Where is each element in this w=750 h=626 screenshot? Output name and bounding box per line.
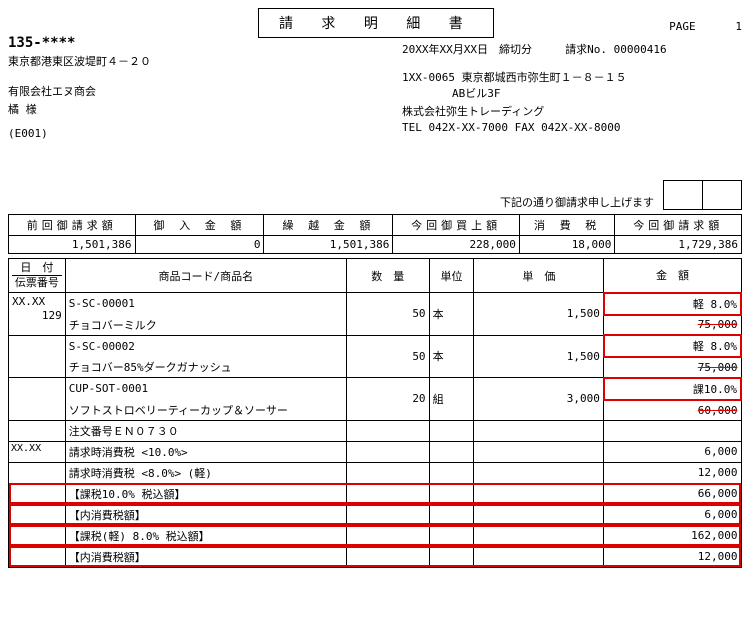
sum-v4: 228,000 <box>393 236 520 254</box>
buyer-contact: 橘 様 <box>8 101 402 117</box>
cutoff-line: 20XX年XX月XX日 締切分 請求No. 00000416 <box>402 41 742 57</box>
sum-h1: 前回御請求額 <box>9 215 136 236</box>
sum-v6: 1,729,386 <box>615 236 742 254</box>
sum-v3: 1,501,386 <box>264 236 393 254</box>
document-title: 請 求 明 細 書 <box>258 8 494 38</box>
sum-h5: 消 費 税 <box>519 215 615 236</box>
col-price: 単 価 <box>474 259 604 293</box>
table-row: XX.XX 請求時消費税 <10.0%> 6,000 <box>9 441 742 462</box>
seller-addr1: 1XX-0065 東京都城西市弥生町１－８－１５ <box>402 69 742 85</box>
col-unit: 単位 <box>429 259 474 293</box>
sum-h4: 今回御買上額 <box>393 215 520 236</box>
col-amount: 金 額 <box>604 259 741 293</box>
table-row: 【内消費税額】 12,000 <box>9 546 742 567</box>
seller-addr2: ABビル3F <box>402 85 742 101</box>
seller-tel: TEL 042X-XX-7000 FAX 042X-XX-8000 <box>402 121 742 134</box>
table-row: XX.XX 129 S-SC-00001 50 本 1,500 軽 8.0% <box>9 293 742 315</box>
tagline: 下記の通り御請求申し上げます <box>8 194 664 210</box>
table-row: 請求時消費税 <8.0%> (軽) 12,000 <box>9 462 742 483</box>
table-row: CUP-SOT-0001 20 組 3,000 課10.0% <box>9 378 742 400</box>
col-qty: 数 量 <box>346 259 429 293</box>
table-row: 【課税10.0% 税込額】 66,000 <box>9 483 742 504</box>
buyer-code: (E001) <box>8 127 402 140</box>
col-name: 商品コード/商品名 <box>65 259 346 293</box>
table-row: S-SC-00002 50 本 1,500 軽 8.0% <box>9 335 742 357</box>
sum-h6: 今回御請求額 <box>615 215 742 236</box>
seal-boxes <box>664 180 742 210</box>
sum-v2: 0 <box>135 236 264 254</box>
sum-h2: 御 入 金 額 <box>135 215 264 236</box>
sum-v5: 18,000 <box>519 236 615 254</box>
col-date: 日 付 伝票番号 <box>9 259 66 293</box>
sum-h3: 繰 越 金 額 <box>264 215 393 236</box>
seller-name: 株式会社弥生トレーディング <box>402 103 742 119</box>
table-row: 注文番号ＥＮ０７３０ <box>9 420 742 441</box>
buyer-name: 有限会社エヌ商会 <box>8 83 402 99</box>
buyer-address: 東京都港東区波堤町４－２０ <box>8 53 402 69</box>
table-row: 【課税(軽) 8.0% 税込額】 162,000 <box>9 525 742 546</box>
buyer-postal: 135-**** <box>8 35 402 51</box>
sum-v1: 1,501,386 <box>9 236 136 254</box>
summary-table: 前回御請求額 御 入 金 額 繰 越 金 額 今回御買上額 消 費 税 今回御請… <box>8 214 742 254</box>
detail-table: 日 付 伝票番号 商品コード/商品名 数 量 単位 単 価 金 額 XX.XX … <box>8 258 742 568</box>
table-row: 【内消費税額】 6,000 <box>9 504 742 525</box>
